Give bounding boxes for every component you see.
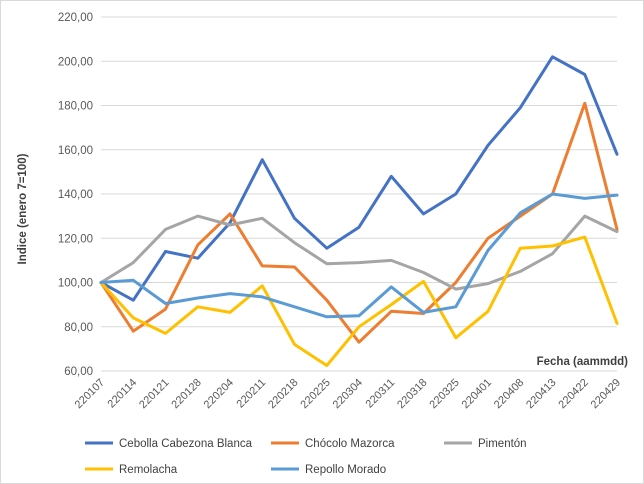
y-tick-label: 200,00 (58, 56, 93, 68)
legend-label: Pimentón (478, 438, 527, 450)
x-tick-label: 220422 (556, 377, 590, 411)
x-tick-label: 220325 (427, 377, 461, 411)
x-tick-label: 220408 (492, 377, 526, 411)
x-tick-label: 220413 (524, 377, 558, 411)
legend-label: Cebolla Cabezona Blanca (119, 438, 253, 450)
series-line-3 (99, 235, 619, 367)
series-line-1 (99, 101, 619, 344)
x-tick-label: 220225 (298, 377, 332, 411)
series-line-4 (99, 192, 619, 319)
x-axis-ticks: 2201072201142201212201282202042202112202… (73, 377, 623, 411)
y-tick-label: 160,00 (58, 145, 93, 157)
y-tick-label: 80,00 (64, 322, 93, 334)
gridlines (101, 16, 617, 372)
x-axis-title: Fecha (aammdd) (537, 356, 629, 368)
y-tick-label: 120,00 (58, 233, 93, 245)
x-tick-label: 220318 (395, 377, 429, 411)
x-tick-label: 220401 (460, 377, 494, 411)
x-tick-label: 220107 (73, 377, 107, 411)
y-tick-label: 220,00 (58, 12, 93, 24)
y-tick-label: 60,00 (64, 366, 93, 378)
series-lines (99, 55, 619, 367)
x-tick-label: 220311 (364, 377, 398, 411)
series-line-0 (99, 55, 619, 302)
x-tick-label: 220304 (331, 377, 365, 411)
y-tick-label: 100,00 (58, 278, 93, 290)
x-tick-label: 220114 (106, 377, 140, 411)
x-tick-label: 220218 (266, 377, 300, 411)
y-axis-title: Indice (enero 7=100) (17, 153, 29, 264)
y-axis-ticks: 60,00 80,00 100,00 120,00 140,00 160,00 180,00… (58, 12, 93, 378)
x-tick-label: 220204 (202, 377, 236, 411)
legend: Cebolla Cabezona Blanca Chócolo Mazorca Pi… (85, 438, 527, 476)
y-tick-label: 140,00 (58, 189, 93, 201)
x-tick-label: 220128 (169, 377, 203, 411)
legend-label: Remolacha (119, 464, 178, 476)
y-tick-label: 180,00 (58, 101, 93, 113)
series-line-2 (99, 214, 619, 291)
legend-label: Chócolo Mazorca (305, 438, 395, 450)
x-tick-label: 220429 (589, 377, 623, 411)
legend-label: Repollo Morado (305, 464, 386, 476)
x-tick-label: 220211 (235, 377, 269, 411)
x-tick-label: 220121 (137, 377, 171, 411)
